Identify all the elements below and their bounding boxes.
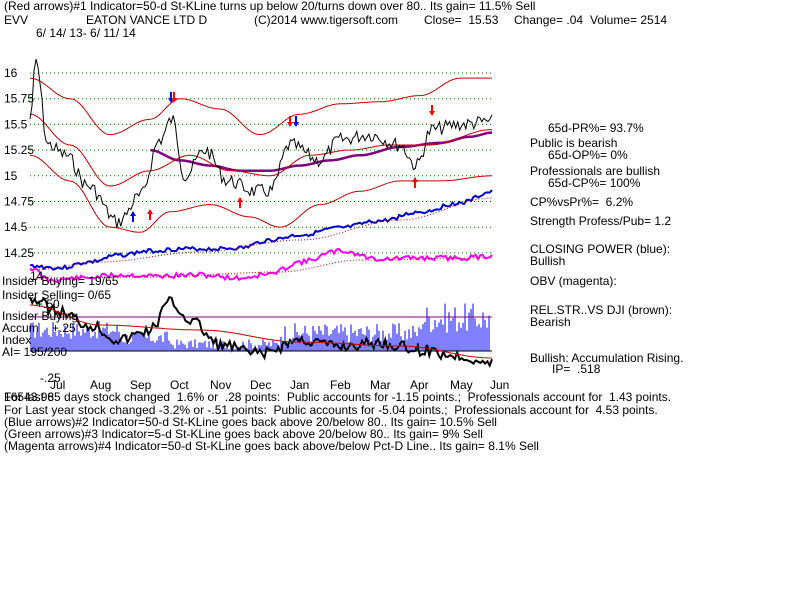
company-name: EATON VANCE LTD D [86, 13, 208, 27]
relative-strength-ma-line [29, 304, 493, 359]
close-value: Close= 15.53 [424, 13, 499, 27]
upper-band-line [29, 77, 492, 136]
footer-last-year: For Last year stock changed -3.2% or -.5… [4, 403, 658, 417]
y-tick-label: 14.75 [4, 195, 34, 209]
closing-power-label: CLOSING POWER (blue): [530, 242, 671, 256]
up-arrow-icon [147, 209, 153, 220]
footer-green-arrows: (Green arrows)#3 Indicator=5-d St-KLine … [4, 427, 483, 441]
obv-ma-line [30, 257, 492, 279]
insider-selling: Insider Selling= 0/65 [2, 288, 112, 302]
relative-strength-line [29, 296, 493, 369]
y-tick-label: 15.75 [4, 92, 34, 106]
obv-line [29, 247, 493, 283]
x-tick-label: May [450, 378, 473, 392]
signal-arrows [130, 92, 435, 222]
footer-magenta-arrows: (Magenta arrows)#4 Indicator=50-d St-KLi… [4, 439, 539, 453]
accum-label: Accum [2, 321, 39, 335]
num-14: 14 [30, 269, 44, 283]
x-tick-label: Dec [250, 378, 271, 392]
prof-bullish: Professionals are bullish [530, 164, 661, 178]
down-arrow-icon [429, 105, 435, 116]
x-tick-label: Mar [370, 378, 391, 392]
cp-value: 65d-CP%= 100% [548, 176, 641, 190]
lower-band-line [29, 154, 493, 233]
insider-buying-2: Insider Buying [2, 309, 79, 323]
footer-blue-arrows: (Blue arrows)#2 Indicator=50-d St-KLine … [4, 415, 497, 429]
y-tick-label: 16 [4, 66, 18, 80]
x-tick-label: Aug [90, 378, 111, 392]
ip-value: IP= .518 [552, 362, 601, 376]
x-tick-label: Oct [170, 378, 189, 392]
strength-ratio: Strength Profess/Pub= 1.2 [530, 214, 672, 228]
public-bearish: Public is bearish [530, 136, 618, 150]
header-red-arrows-legend: (Red arrows)#1 Indicator=50-d St-KLine t… [4, 0, 536, 13]
down-arrow-icon [293, 116, 299, 127]
closing-power-line [29, 189, 493, 271]
accum-state: Bullish: Accumulation Rising. [530, 351, 684, 365]
y-tick-label: 14.25 [4, 246, 34, 260]
copyright: (C)2014 www.tigersoft.com [254, 13, 399, 27]
accum-plus-25: +.25 [52, 321, 76, 335]
accum-minus-25: -.25 [40, 371, 61, 385]
moving-average-line [150, 131, 493, 172]
y-tick-label: 15 [4, 169, 18, 183]
x-tick-label: Sep [130, 378, 152, 392]
obv-label: OBV (magenta): [530, 274, 617, 288]
volume-value: Volume= 2514 [590, 13, 668, 27]
y-tick-label: 15.5 [4, 117, 28, 131]
x-tick-label: Feb [330, 378, 351, 392]
date-range: 6/ 14/ 13- 6/ 11/ 14 [36, 26, 136, 40]
x-axis-ticks: Jul Aug Sep Oct Nov Dec Jan Feb Mar Apr May Jun [50, 378, 509, 392]
up-arrow-icon [130, 211, 136, 222]
pr-value: 65d-PR%= 93.7% [548, 121, 644, 135]
x-tick-label: Jan [290, 378, 309, 392]
accum-plus-50: +.50 [36, 297, 60, 311]
ticker-symbol: EVV [4, 13, 29, 27]
footer-65-days: For last 65 days stock changed 1.6% or .… [4, 390, 672, 404]
y-tick-label: 14.5 [4, 220, 28, 234]
y-axis-ticks: 16 15.75 15.5 15.25 15 14.75 14.5 14.25 [4, 66, 34, 260]
down-arrow-icon [171, 92, 177, 103]
x-tick-label: Jul [50, 378, 65, 392]
insider-buying: Insider Buying= 19/65 [2, 274, 119, 288]
up-arrow-icon [237, 197, 243, 208]
x-tick-label: Jun [490, 378, 509, 392]
x-tick-label: Nov [210, 378, 231, 392]
relstr-label: REL.STR..VS DJI (brown): [530, 303, 673, 317]
closing-power-state: Bullish [530, 254, 566, 268]
price-line [29, 58, 493, 229]
change-value: Change= .04 [514, 13, 584, 27]
op-value: 65d-OP%= 0% [548, 148, 628, 162]
y-tick-label: 15.25 [4, 143, 34, 157]
down-arrow-icon [287, 116, 293, 127]
cp-vs-pr: CP%vsPr%= 6.2% [530, 195, 634, 209]
x-tick-label: Apr [410, 378, 429, 392]
price-gridlines [30, 72, 492, 254]
up-arrow-icon [412, 177, 418, 188]
index-label: Index [2, 333, 32, 347]
footer-overlap: 16543.98 [4, 390, 55, 404]
relstr-state: Bearish [530, 315, 571, 329]
short-ma-line [29, 113, 493, 187]
ai-value: AI= 195/200 [2, 345, 68, 359]
